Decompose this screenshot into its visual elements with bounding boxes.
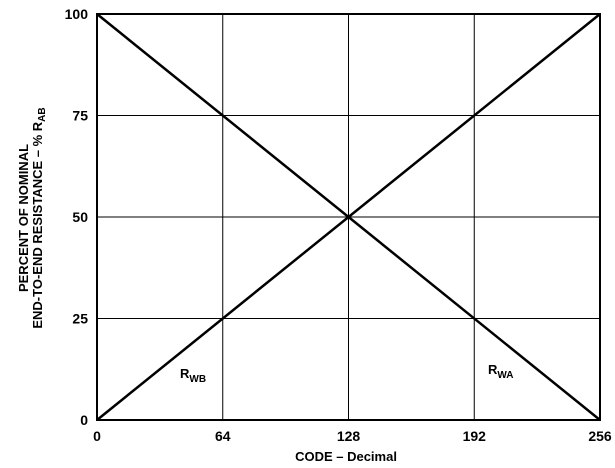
series-label-rwb: RWB	[180, 366, 206, 385]
series-label-rwb-main: R	[180, 366, 190, 381]
y-tick-label-50: 50	[72, 209, 88, 225]
series-lines	[96, 13, 601, 421]
y-axis-title-line2: END-TO-END RESISTANCE – % RAB	[30, 107, 48, 328]
y-axis-title-line1: PERCENT OF NOMINAL	[16, 144, 31, 292]
y-axis-title-line2-main: END-TO-END RESISTANCE – % R	[30, 121, 45, 328]
x-tick-labels: 0 64 128 192 256	[93, 428, 612, 444]
plot-frame	[96, 13, 601, 421]
x-axis-title: CODE – Decimal	[295, 449, 397, 464]
y-axis-title-line2-sub: AB	[37, 107, 48, 121]
y-tick-label-0: 0	[80, 412, 88, 428]
x-tick-label-64: 64	[215, 428, 231, 444]
series-label-rwa-main: R	[488, 362, 498, 377]
x-tick-label-0: 0	[93, 428, 101, 444]
x-tick-label-128: 128	[337, 428, 361, 444]
y-tick-label-25: 25	[72, 311, 88, 327]
x-tick-label-192: 192	[463, 428, 487, 444]
y-tick-label-75: 75	[72, 108, 88, 124]
series-label-rwa-sub: WA	[497, 370, 513, 381]
series-label-rwa: RWA	[488, 362, 514, 381]
x-tick-label-256: 256	[588, 428, 612, 444]
y-tick-labels: 0 25 50 75 100	[65, 6, 89, 428]
y-axis-title: PERCENT OF NOMINAL END-TO-END RESISTANCE…	[16, 107, 48, 328]
series-label-rwb-sub: WB	[189, 374, 206, 385]
y-tick-label-100: 100	[65, 6, 89, 22]
series-line-wa	[96, 13, 601, 421]
